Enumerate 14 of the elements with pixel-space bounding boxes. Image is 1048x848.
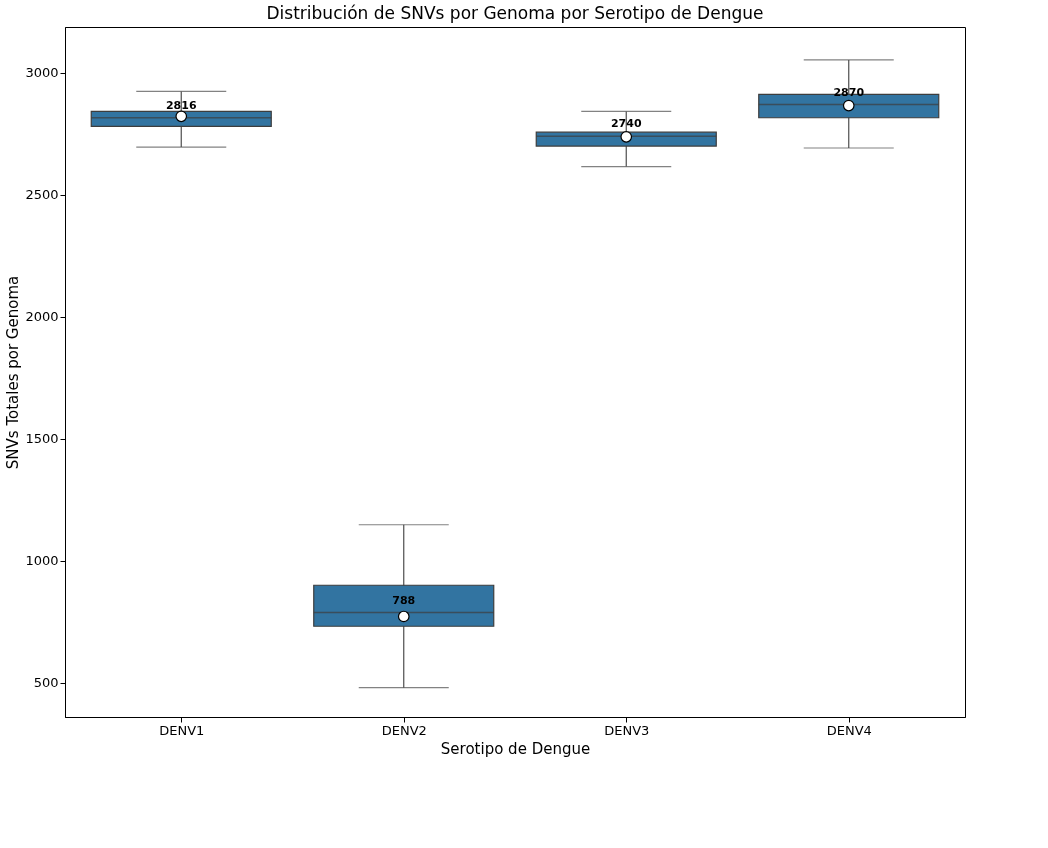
x-tick-label: DENV1	[159, 722, 205, 738]
x-tick-label: DENV3	[604, 722, 650, 738]
y-tick-label: 1000	[25, 553, 59, 569]
annotation: 788	[392, 593, 416, 607]
x-axis-title: Serotipo de Dengue	[440, 739, 591, 758]
y-tick-label: 2500	[25, 187, 59, 203]
y-tick-label: 2000	[25, 309, 59, 325]
y-tick-label: 3000	[25, 65, 59, 81]
chart-title: Distribución de SNVs por Genoma por Serotipo de Dengue	[266, 3, 764, 23]
y-tick-label: 1500	[25, 431, 59, 447]
y-tick-label: 500	[33, 675, 59, 691]
x-tick-label: DENV2	[381, 722, 427, 738]
y-axis-title: SNVs Totales por Genoma	[4, 275, 23, 470]
x-tick-label: DENV4	[826, 722, 872, 738]
